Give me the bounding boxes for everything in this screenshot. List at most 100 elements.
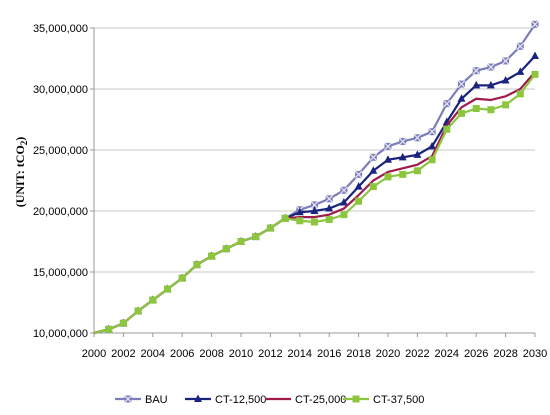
marker-square (193, 261, 201, 269)
x-tick-label: 2002 (111, 348, 135, 360)
x-tick-label: 2018 (346, 348, 370, 360)
x-tick-label: 2006 (170, 348, 194, 360)
marker-x-cross (413, 133, 422, 142)
series-line (93, 23, 536, 335)
marker-x-cross (354, 170, 363, 179)
marker-triangle (486, 80, 495, 89)
marker-x-cross (384, 142, 392, 151)
y-tick-label: 25,000,000 (33, 145, 88, 157)
x-tick-label: 2014 (288, 348, 312, 360)
legend-label: BAU (145, 394, 168, 406)
y-tick-label: 10,000,000 (33, 328, 88, 340)
marker-square (266, 224, 274, 232)
legend-label: CT-25,000 (295, 394, 346, 406)
marker-x-cross (339, 186, 348, 195)
marker-triangle (398, 152, 407, 161)
y-tick-label: 30,000,000 (33, 84, 88, 96)
marker-square (443, 125, 451, 133)
y-axis-ticks: 10,000,000 15,000,000 20,000,000 25,000,000… (33, 23, 94, 340)
marker-square (281, 214, 289, 222)
marker-square (531, 70, 539, 78)
marker-square (516, 90, 524, 98)
x-tick-label: 2010 (229, 348, 253, 360)
marker-triangle (501, 75, 510, 84)
marker-triangle (413, 150, 422, 158)
marker-triangle (531, 51, 539, 60)
marker-x-cross (124, 395, 132, 403)
marker-square (311, 218, 318, 226)
series-line (93, 55, 536, 335)
marker-x-cross (501, 57, 510, 65)
series-bau (93, 20, 539, 335)
y-tick-label: 15,000,000 (33, 267, 88, 279)
marker-square (134, 307, 142, 315)
marker-square (384, 173, 392, 181)
marker-x-cross (457, 80, 466, 89)
x-tick-label: 2024 (435, 348, 459, 360)
marker-square (399, 170, 407, 178)
y-axis-label-main: (UNIT: tCO (13, 145, 27, 207)
y-tick-label: 20,000,000 (33, 206, 88, 218)
x-tick-label: 2020 (376, 348, 400, 360)
marker-square (222, 245, 230, 253)
marker-x-cross (398, 137, 407, 146)
marker-triangle (354, 182, 363, 190)
marker-triangle (457, 94, 466, 102)
marker-x-cross (428, 127, 437, 136)
marker-triangle (194, 394, 202, 402)
marker-square (355, 197, 363, 205)
marker-square (208, 252, 216, 260)
marker-square (252, 233, 260, 241)
y-axis-label-close: ) (13, 137, 27, 141)
marker-square (178, 274, 186, 282)
legend-label: CT-37,500 (373, 394, 424, 406)
marker-triangle (310, 206, 319, 214)
marker-x-cross (325, 194, 334, 203)
marker-square (149, 296, 157, 304)
x-tick-label: 2012 (258, 348, 282, 360)
marker-square (413, 167, 421, 175)
gridlines (94, 27, 535, 334)
marker-square (428, 156, 436, 164)
y-axis-label: (UNIT: tCO2) (13, 137, 29, 208)
marker-x-cross (531, 20, 539, 29)
x-tick-label: 2022 (405, 348, 429, 360)
legend: BAU CT-12,500 CT-25,000 CT-37,500 (115, 394, 424, 406)
marker-square (237, 238, 245, 245)
marker-x-cross (516, 42, 525, 51)
marker-square (340, 211, 348, 219)
x-tick-label: 2004 (141, 348, 165, 360)
marker-triangle (325, 204, 334, 212)
marker-square (472, 105, 480, 113)
marker-square (296, 217, 304, 225)
marker-x-cross (369, 153, 378, 162)
marker-square (487, 106, 495, 114)
marker-triangle (369, 166, 378, 174)
y-axis-label-sub: 2 (19, 140, 29, 145)
y-tick-label: 35,000,000 (33, 23, 88, 35)
marker-triangle (339, 197, 348, 206)
x-tick-label: 2028 (493, 348, 517, 360)
marker-square (369, 183, 377, 191)
legend-label: CT-12,500 (215, 394, 266, 406)
x-tick-label: 2008 (199, 348, 223, 360)
x-tick-label: 2030 (523, 348, 547, 360)
marker-square (119, 319, 127, 327)
x-tick-label: 2026 (464, 348, 488, 360)
x-axis-ticks: 2000 2002 2004 2006 2008 2010 2012 2014 2016 2018… (82, 333, 547, 360)
marker-triangle (516, 67, 525, 75)
marker-x-cross (486, 63, 495, 71)
marker-triangle (428, 141, 437, 150)
marker-square (325, 216, 333, 224)
marker-triangle (472, 80, 481, 89)
marker-square (105, 325, 113, 333)
series-ct-12-500 (93, 51, 539, 335)
marker-x-cross (472, 66, 481, 75)
marker-x-cross (442, 99, 451, 108)
marker-triangle (295, 207, 304, 216)
marker-square (164, 285, 171, 293)
x-tick-label: 2016 (317, 348, 341, 360)
marker-square (352, 395, 360, 403)
series-group (93, 20, 539, 335)
